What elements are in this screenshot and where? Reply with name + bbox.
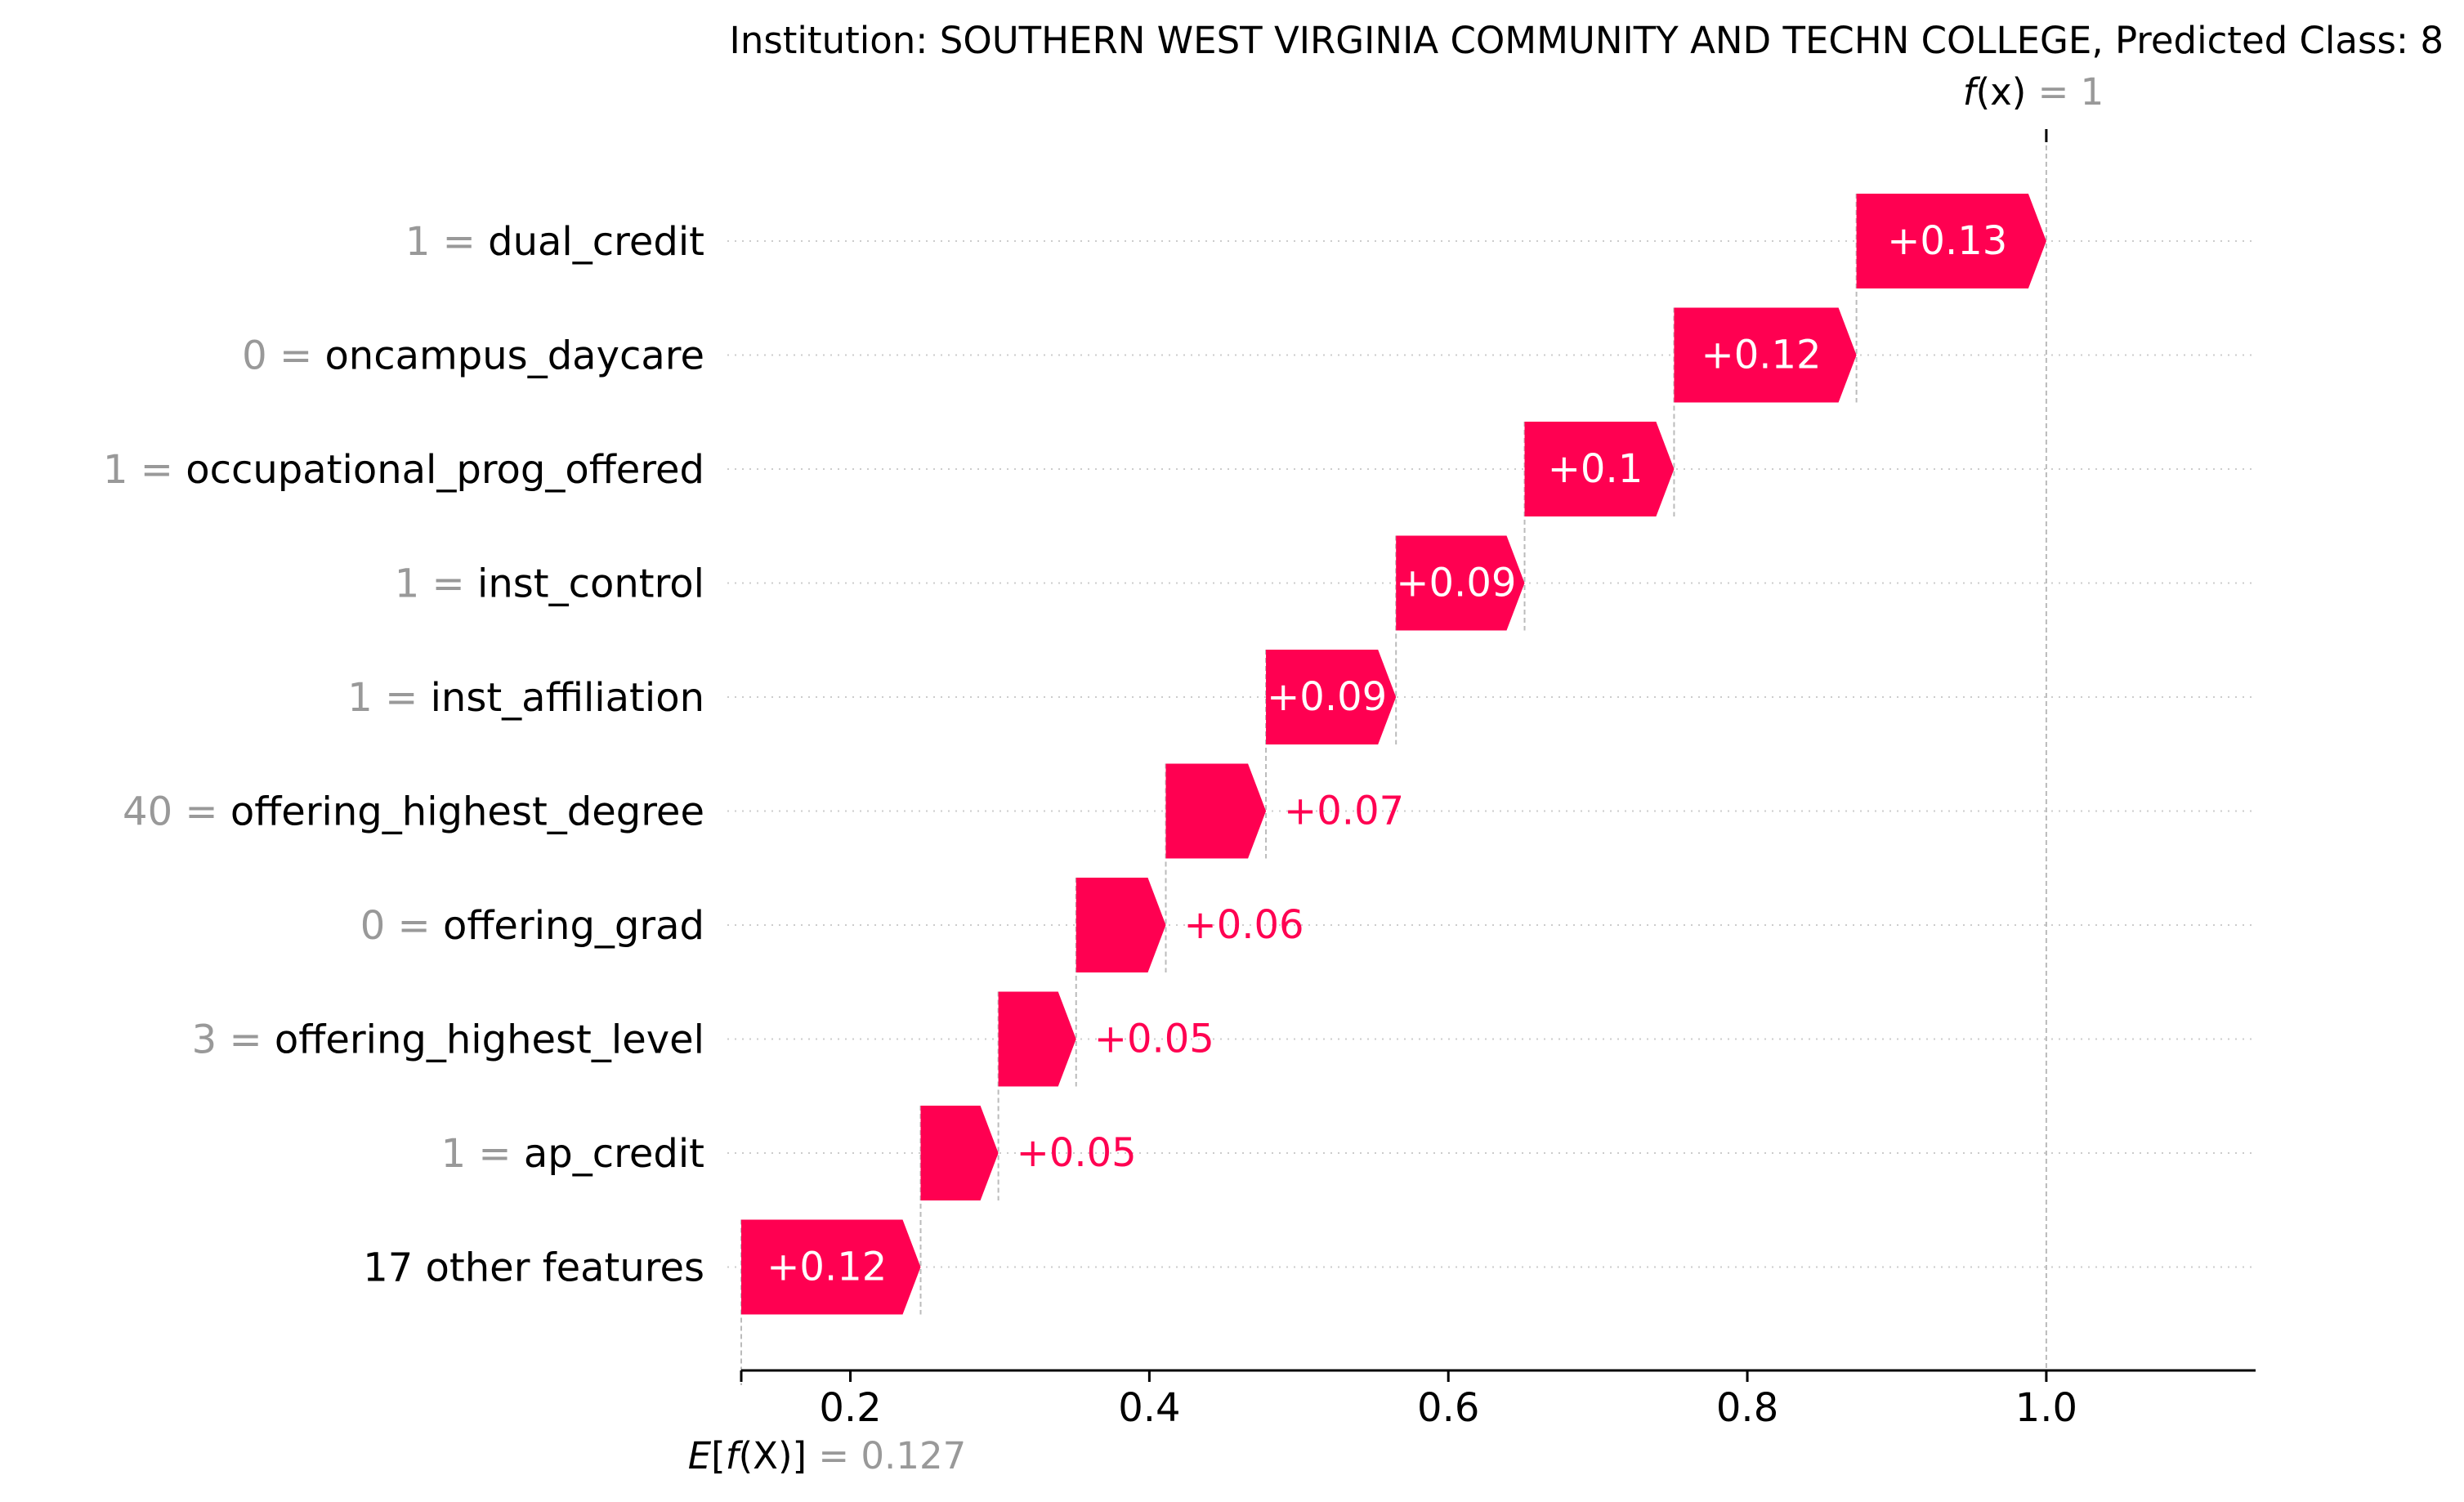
- bar-value-label: +0.07: [1284, 789, 1404, 834]
- feature-name: oncampus_daycare: [324, 333, 704, 379]
- feature-label: 1 = inst_control: [395, 561, 704, 607]
- fx-value: 1: [2081, 70, 2104, 114]
- feature-value: 1 =: [395, 561, 477, 607]
- contribution-bar: [1674, 307, 1857, 403]
- contribution-bar: [1396, 535, 1525, 631]
- contribution-bar: [1075, 878, 1166, 972]
- feature-value: 0 =: [242, 333, 324, 379]
- feature-value: 1 =: [405, 219, 488, 265]
- contribution-bar: [1266, 650, 1397, 744]
- feature-name: offering_highest_degree: [230, 789, 704, 835]
- bar-value-label: +0.05: [1094, 1017, 1214, 1062]
- feature-value: 0 =: [360, 903, 443, 949]
- bar-value-label: +0.06: [1183, 902, 1304, 948]
- base-bracket-close: ]: [793, 1434, 807, 1477]
- feature-labels: 1 = dual_credit 0 = oncampus_daycare 1 = o…: [103, 219, 704, 1291]
- feature-value: 1 =: [441, 1131, 524, 1177]
- feature-label: 3 = offering_highest_level: [192, 1017, 704, 1063]
- base-eq: =: [807, 1434, 861, 1477]
- contribution-bar: [1524, 422, 1675, 516]
- x-tick-label: 0.2: [819, 1385, 881, 1431]
- feature-label: 0 = oncampus_daycare: [242, 333, 704, 379]
- bar-value-label: +0.09: [1267, 674, 1387, 720]
- feature-label: 1 = inst_affiliation: [347, 675, 704, 721]
- bar-value-label: +0.05: [1017, 1130, 1137, 1176]
- feature-label: 1 = ap_credit: [441, 1131, 704, 1177]
- feature-name: occupational_prog_offered: [186, 447, 704, 493]
- bar-value-label: +0.09: [1396, 561, 1516, 606]
- feature-name: dual_credit: [488, 219, 704, 265]
- feature-value: 1 =: [103, 447, 186, 493]
- base-paren: (X): [739, 1434, 793, 1477]
- feature-label: 1 = occupational_prog_offered: [103, 447, 704, 493]
- x-tick-label: 0.8: [1716, 1385, 1778, 1431]
- feature-name: 17 other features: [363, 1245, 704, 1291]
- x-tick-label: 0.6: [1417, 1385, 1479, 1431]
- feature-label: 1 = dual_credit: [405, 219, 704, 265]
- base-bracket-open: [: [711, 1434, 726, 1477]
- contribution-bar: [998, 991, 1076, 1087]
- bar-value-label: +0.12: [767, 1245, 887, 1290]
- contribution-bar: [1856, 194, 2046, 288]
- feature-value: 3 =: [192, 1017, 275, 1063]
- base-e: E: [688, 1434, 712, 1477]
- bar-value-label: +0.12: [1701, 333, 1821, 378]
- feature-name: inst_affiliation: [431, 675, 704, 721]
- feature-name: ap_credit: [524, 1131, 704, 1177]
- fx-eq: =: [2026, 70, 2080, 114]
- bars: +0.13 +0.12 +0.1 +0.09 +0.09 +0.07 +0.06 +0.05 +…: [741, 194, 2046, 1315]
- x-tick-label: 0.4: [1118, 1385, 1180, 1431]
- feature-name: offering_grad: [443, 903, 704, 949]
- contribution-bar: [1165, 763, 1267, 859]
- feature-value: 1 =: [347, 675, 430, 721]
- contribution-bar: [741, 1219, 921, 1315]
- x-tick-label: 1.0: [2015, 1385, 2077, 1431]
- feature-name: offering_highest_level: [275, 1017, 704, 1063]
- fx-paren: (x): [1976, 70, 2027, 114]
- chart-title: Institution: SOUTHERN WEST VIRGINIA COMM…: [730, 19, 2444, 62]
- feature-label: 17 other features: [363, 1245, 704, 1291]
- feature-label: 0 = offering_grad: [360, 903, 704, 949]
- contribution-bar: [920, 1106, 999, 1200]
- x-axis: 0.2 0.4 0.6 0.8 1.0: [740, 1369, 2256, 1431]
- bar-value-label: +0.13: [1887, 218, 2007, 264]
- bar-value-label: +0.1: [1548, 446, 1643, 492]
- feature-label: 40 = offering_highest_degree: [123, 789, 704, 835]
- base-value: 0.127: [861, 1434, 966, 1477]
- fx-label: f(x) = 1: [1963, 70, 2104, 114]
- base-value-label: E[f(X)] = 0.127: [688, 1434, 967, 1477]
- feature-name: inst_control: [477, 561, 704, 607]
- feature-value: 40 =: [123, 789, 230, 835]
